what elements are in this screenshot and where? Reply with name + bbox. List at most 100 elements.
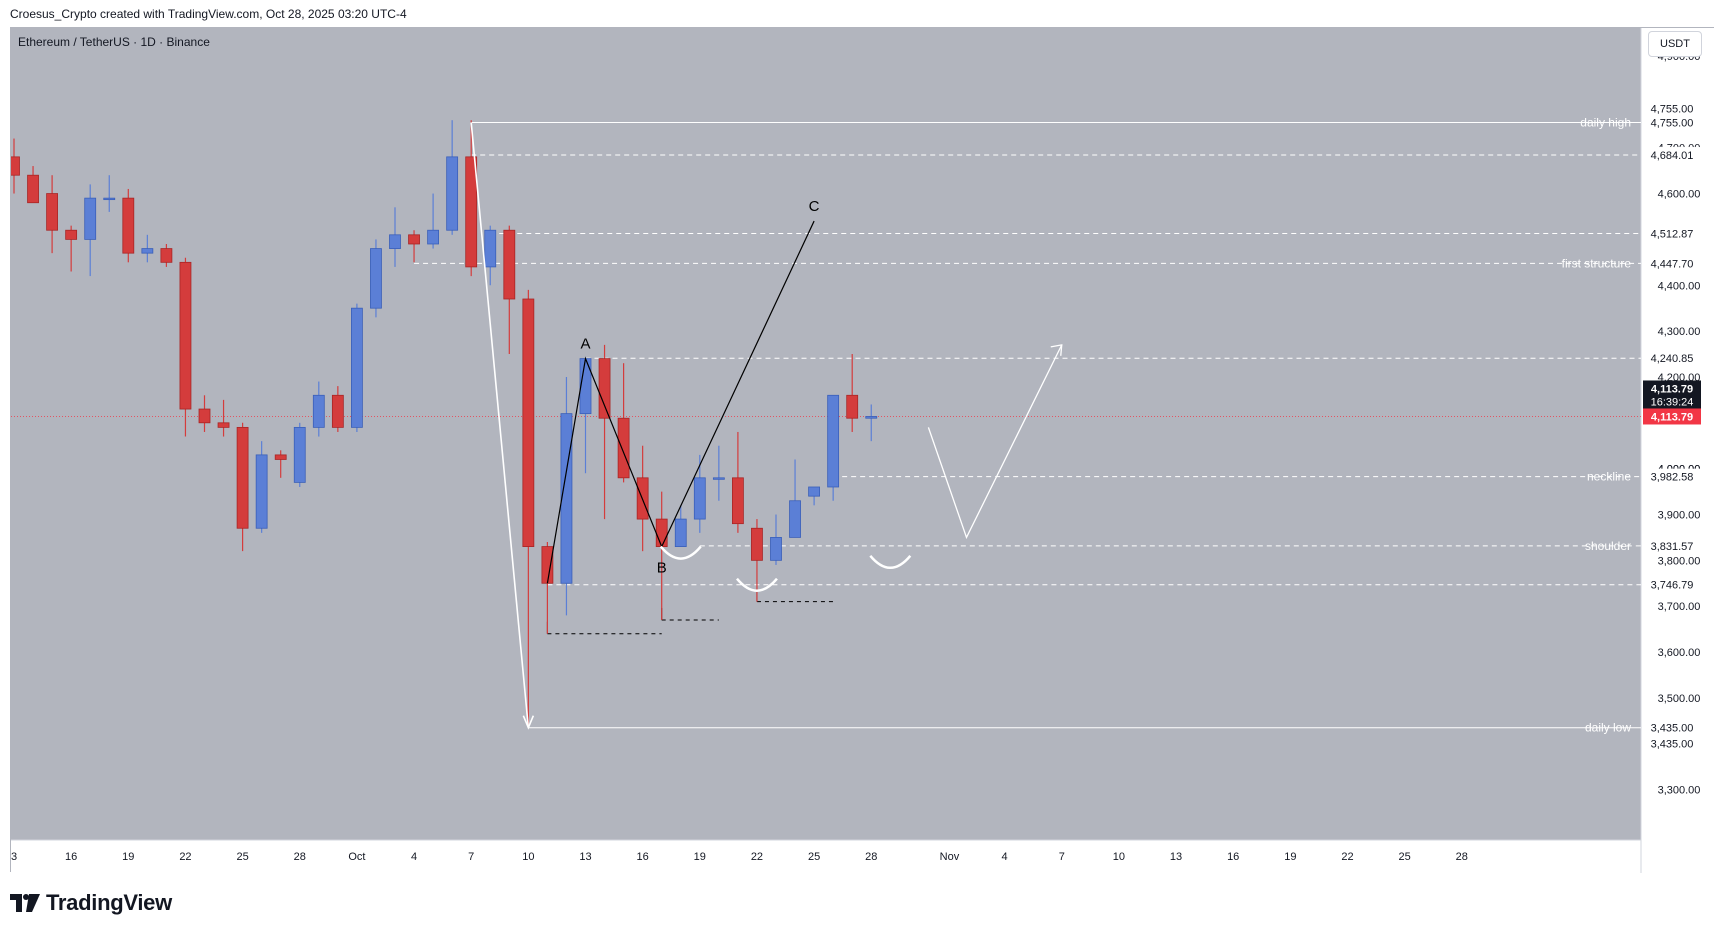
projection-arrow-head xyxy=(1050,344,1063,356)
axis-level-box xyxy=(1643,468,1701,485)
level-label: neckline xyxy=(1587,470,1631,484)
time-tick-label: 22 xyxy=(751,851,763,863)
candle-body xyxy=(827,394,840,488)
candle-body xyxy=(46,193,58,231)
candle-body xyxy=(427,229,440,245)
candle-body xyxy=(312,394,325,428)
price-tick-label: 3,700.00 xyxy=(1658,601,1701,613)
candle-body xyxy=(865,416,878,419)
countdown-box xyxy=(1643,380,1701,411)
impulse-arrow-line xyxy=(470,122,530,728)
tradingview-logo[interactable]: TradingView xyxy=(10,890,172,916)
price-tick-label: 4,600.00 xyxy=(1658,189,1701,201)
brand-name: TradingView xyxy=(46,890,172,915)
last-price-label: 4,113.79 xyxy=(1651,383,1693,395)
price-tick-label: 3,900.00 xyxy=(1658,510,1701,522)
price-tick-label: 3,600.00 xyxy=(1658,647,1701,659)
axis-level-box xyxy=(1643,350,1701,367)
axis-level-label: 3,831.57 xyxy=(1651,541,1694,553)
axis-level-label: 3,435.00 xyxy=(1651,739,1694,751)
axis-level-label: 4,512.87 xyxy=(1651,228,1694,240)
time-tick-label: 4 xyxy=(411,851,417,863)
candle-body xyxy=(693,477,706,520)
candle-body xyxy=(236,426,249,529)
time-tick-label: 16 xyxy=(65,851,77,863)
chart-frame[interactable]: daily high first structure neckline shoulde… xyxy=(10,27,1715,873)
candle-body xyxy=(141,248,154,254)
time-tick-label: 10 xyxy=(1113,851,1125,863)
candle-body xyxy=(522,298,535,547)
candle-body xyxy=(446,156,459,231)
axis-level-box xyxy=(1643,225,1701,242)
pattern-shoulder-arc xyxy=(659,545,702,560)
candle-body xyxy=(846,394,859,419)
axis-level-label: 4,755.00 xyxy=(1651,103,1694,115)
candle-body xyxy=(65,229,78,240)
time-tick-label: 7 xyxy=(1059,851,1065,863)
candle-body xyxy=(11,156,20,176)
time-tick-label: Nov xyxy=(940,851,960,863)
time-axis-background xyxy=(11,840,1641,873)
symbol-title: Ethereum / TetherUS · 1D · Binance xyxy=(18,35,210,49)
price-tick-label: 4,300.00 xyxy=(1658,326,1701,338)
axis-level-label: 4,755.00 xyxy=(1651,117,1694,129)
candle-body xyxy=(503,229,516,300)
price-tick-label: 4,400.00 xyxy=(1658,280,1701,292)
candle-body xyxy=(560,413,573,584)
time-tick-label: 25 xyxy=(236,851,248,863)
level-label: daily high xyxy=(1580,115,1631,129)
price-tick-label: 3,300.00 xyxy=(1658,785,1701,797)
price-tick-label: 3,500.00 xyxy=(1658,693,1701,705)
time-tick-label: 10 xyxy=(522,851,534,863)
candle-body xyxy=(674,518,687,547)
level-label: shoulder xyxy=(1585,539,1631,553)
time-tick-label: 16 xyxy=(1227,851,1239,863)
candle-body xyxy=(198,408,211,424)
abc-wave-line xyxy=(546,220,815,584)
candle-body xyxy=(389,234,401,249)
time-tick-label: 4 xyxy=(1002,851,1008,863)
currency-selector[interactable]: USDT xyxy=(1648,31,1702,57)
axis-level-box xyxy=(1643,147,1701,164)
axis-level-label: 3,746.79 xyxy=(1651,580,1694,592)
time-tick-label: 25 xyxy=(808,851,820,863)
axis-level-box xyxy=(1643,114,1701,131)
axis-level-box xyxy=(1643,537,1701,554)
candle-body xyxy=(465,156,478,268)
axis-level-box xyxy=(1643,735,1701,752)
axis-level-label: 4,240.85 xyxy=(1651,353,1694,365)
candlestick-chart[interactable]: daily high first structure neckline shoulde… xyxy=(11,28,1715,873)
current-price-label: 4,113.79 xyxy=(1651,411,1693,423)
time-tick-label: 13 xyxy=(579,851,591,863)
axis-level-label: 4,447.70 xyxy=(1651,258,1694,270)
level-label: first structure xyxy=(1562,256,1632,270)
time-tick-label: 13 xyxy=(1170,851,1182,863)
time-tick-label: 16 xyxy=(637,851,649,863)
time-tick-label: 3 xyxy=(11,851,17,863)
candle-body xyxy=(712,477,725,480)
axis-level-label: 4,684.01 xyxy=(1651,150,1694,162)
pattern-shoulder-arc xyxy=(869,554,912,570)
candle-body xyxy=(808,486,820,497)
candle-body xyxy=(255,454,268,529)
candle-body xyxy=(617,417,630,479)
pattern-shoulder-arc xyxy=(735,577,778,592)
wave-label-b: B xyxy=(657,560,667,577)
time-tick-label: 7 xyxy=(468,851,474,863)
time-tick-label: 19 xyxy=(694,851,706,863)
tradingview-logo-icon xyxy=(10,894,40,912)
candle-body xyxy=(732,477,744,525)
time-tick-label: 22 xyxy=(1341,851,1353,863)
time-tick-label: 28 xyxy=(294,851,306,863)
time-tick-label: 25 xyxy=(1399,851,1411,863)
candle-body xyxy=(27,174,39,204)
impulse-arrow-head xyxy=(522,715,535,730)
wave-label-c: C xyxy=(809,198,820,215)
wave-label-a: A xyxy=(580,336,590,353)
candle-body xyxy=(484,229,497,268)
time-tick-label: 19 xyxy=(122,851,134,863)
candle-body xyxy=(103,197,116,201)
time-tick-label: Oct xyxy=(348,851,365,863)
candle-body xyxy=(331,394,344,428)
price-tick-label: 3,800.00 xyxy=(1658,555,1701,567)
